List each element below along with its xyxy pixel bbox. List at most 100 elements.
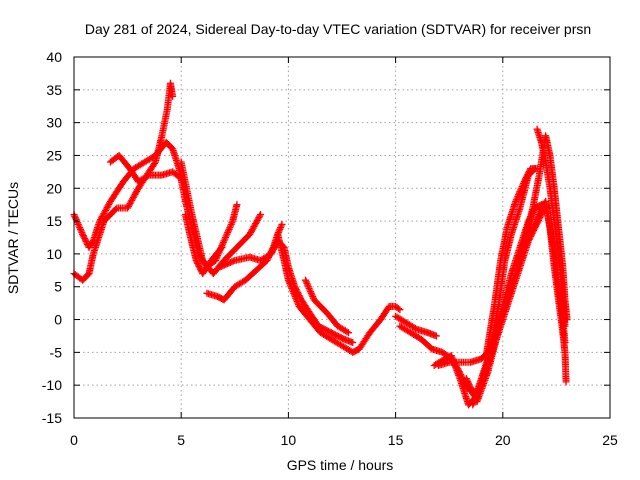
data-point-marker <box>247 229 255 237</box>
data-point-marker <box>469 401 477 409</box>
data-point-marker <box>169 92 177 100</box>
data-point-marker <box>144 172 152 180</box>
data-point-marker <box>467 384 475 392</box>
data-point-marker <box>470 398 478 406</box>
data-point-marker <box>306 286 314 294</box>
data-point-marker <box>76 224 84 232</box>
data-point-marker <box>255 214 263 222</box>
data-point-marker <box>276 225 284 233</box>
data-point-marker <box>104 202 112 210</box>
data-point-marker <box>228 219 236 227</box>
data-point-marker <box>252 220 260 228</box>
data-point-marker <box>233 201 241 209</box>
data-point-marker <box>286 279 294 287</box>
data-point-marker <box>530 222 538 230</box>
x-tick-label: 25 <box>602 432 618 448</box>
y-tick-label: 0 <box>54 312 62 328</box>
data-point-marker <box>308 291 316 299</box>
data-layer <box>70 79 571 409</box>
data-point-marker <box>218 243 226 251</box>
data-point-marker <box>476 384 484 392</box>
data-point-marker <box>98 213 106 221</box>
data-point-marker <box>101 208 109 216</box>
data-point-marker <box>394 305 402 313</box>
data-point-marker <box>294 299 302 307</box>
data-point-marker <box>74 220 82 228</box>
data-point-marker <box>344 329 352 337</box>
data-point-marker <box>102 205 110 213</box>
data-point-marker <box>472 393 480 401</box>
data-point-marker <box>515 189 523 197</box>
data-point-marker <box>543 203 551 211</box>
data-point-marker <box>396 306 404 314</box>
data-point-marker <box>464 379 472 387</box>
x-tick-label: 10 <box>281 432 297 448</box>
data-point-marker <box>302 278 310 286</box>
y-axis-label: SDTVAR / TECUs <box>5 182 21 294</box>
y-tick-label: 40 <box>46 49 62 65</box>
data-point-marker <box>223 260 231 268</box>
y-tick-label: 30 <box>46 115 62 131</box>
series-arc-10 <box>392 312 440 340</box>
data-point-marker <box>229 257 237 265</box>
data-point-marker <box>535 209 543 217</box>
data-point-marker <box>228 258 236 266</box>
y-tick-label: -10 <box>42 377 62 393</box>
data-point-marker <box>224 227 232 235</box>
data-point-marker <box>224 229 232 237</box>
data-point-marker <box>432 332 440 340</box>
data-point-marker <box>257 211 265 219</box>
data-point-marker <box>285 278 293 286</box>
series-arc-9 <box>302 276 352 337</box>
data-point-marker <box>469 399 477 407</box>
data-point-marker <box>277 222 285 230</box>
data-point-marker <box>303 279 311 287</box>
data-point-marker <box>246 230 254 238</box>
y-tick-label: 20 <box>46 180 62 196</box>
data-point-marker <box>289 288 297 296</box>
data-point-marker <box>128 196 136 204</box>
data-point-marker <box>474 389 482 397</box>
data-point-marker <box>256 212 264 220</box>
data-point-marker <box>223 230 231 238</box>
data-point-marker <box>529 224 537 232</box>
data-point-marker <box>222 232 230 240</box>
y-tick-label: 35 <box>46 82 62 98</box>
series-arc-8 <box>274 230 404 356</box>
data-point-marker <box>309 293 317 301</box>
data-point-marker <box>125 201 133 209</box>
data-point-marker <box>99 211 107 219</box>
tick-layer: -15 -10 -5 0 5 10 15 20 25 30 35 40 0 5 10 15 20 25 <box>42 49 618 448</box>
data-point-marker <box>472 394 480 402</box>
x-tick-label: 15 <box>388 432 404 448</box>
data-point-marker <box>292 296 300 304</box>
data-point-marker <box>290 291 298 299</box>
x-tick-label: 5 <box>177 432 185 448</box>
data-point-marker <box>151 159 159 167</box>
data-point-marker <box>124 204 132 212</box>
data-point-marker <box>466 382 474 390</box>
data-point-marker <box>531 165 539 173</box>
data-point-marker <box>544 204 552 212</box>
data-point-marker <box>275 227 283 235</box>
data-point-marker <box>227 220 235 228</box>
data-point-marker <box>477 383 485 391</box>
data-point-marker <box>248 226 256 234</box>
data-point-marker <box>250 223 258 231</box>
series-arc-3 <box>106 151 185 186</box>
data-point-marker <box>284 276 292 284</box>
data-point-marker <box>304 281 312 289</box>
data-point-marker <box>217 245 225 253</box>
data-point-marker <box>102 206 109 214</box>
data-point-marker <box>412 324 420 332</box>
data-point-marker <box>277 224 285 232</box>
data-point-marker <box>288 286 296 294</box>
series-arc-17 <box>533 125 569 330</box>
data-point-marker <box>291 293 299 301</box>
data-point-marker <box>249 224 257 232</box>
data-point-marker <box>530 220 538 228</box>
data-point-marker <box>129 193 137 201</box>
data-point-marker <box>562 378 570 386</box>
data-point-marker <box>534 212 542 220</box>
